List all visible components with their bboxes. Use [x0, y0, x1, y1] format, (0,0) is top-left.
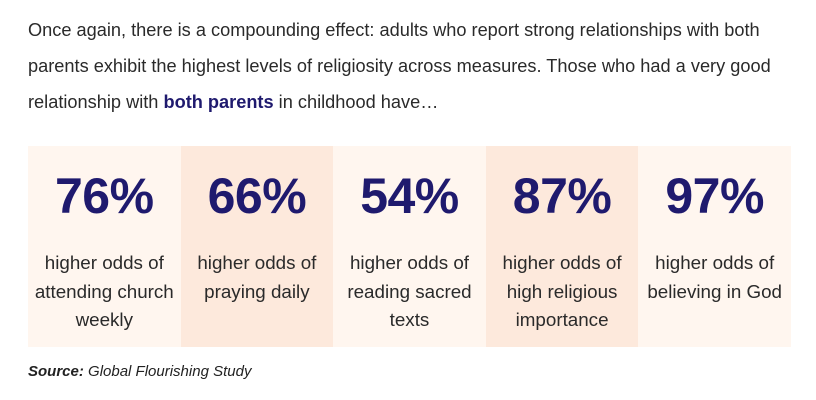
source-note: Source: Global Flourishing Study: [28, 363, 251, 380]
intro-emphasis: both parents: [163, 92, 274, 112]
source-label: Source:: [28, 363, 84, 380]
stat-card-god: 97% higher odds of believing in God: [638, 146, 791, 347]
stat-card-importance: 87% higher odds of high religious import…: [485, 146, 639, 347]
stat-label: higher odds of attending church weekly: [34, 252, 174, 330]
stat-value: 97%: [665, 168, 764, 224]
stat-card-texts: 54% higher odds of reading sacred texts: [333, 146, 486, 347]
stat-label: higher odds of praying daily: [197, 252, 317, 302]
stat-value: 87%: [512, 168, 612, 224]
intro-text-before: Once again, there is a compounding effec…: [28, 20, 771, 112]
intro-text-after: in childhood have…: [273, 92, 439, 112]
intro-paragraph: Once again, there is a compounding effec…: [28, 12, 798, 120]
stat-card-praying: 66% higher odds of praying daily: [180, 146, 334, 347]
source-text: Global Flourishing Study: [83, 363, 252, 380]
stat-cards: 76% higher odds of attending church week…: [28, 146, 791, 347]
stat-value: 54%: [360, 168, 459, 224]
stat-label: higher odds of believing in God: [647, 252, 783, 302]
stat-card-church: 76% higher odds of attending church week…: [28, 146, 181, 347]
stat-value: 76%: [55, 168, 154, 224]
stat-label: higher odds of reading sacred texts: [347, 252, 472, 330]
stat-label: higher odds of high religious importance: [502, 252, 622, 330]
stat-value: 66%: [207, 168, 307, 224]
